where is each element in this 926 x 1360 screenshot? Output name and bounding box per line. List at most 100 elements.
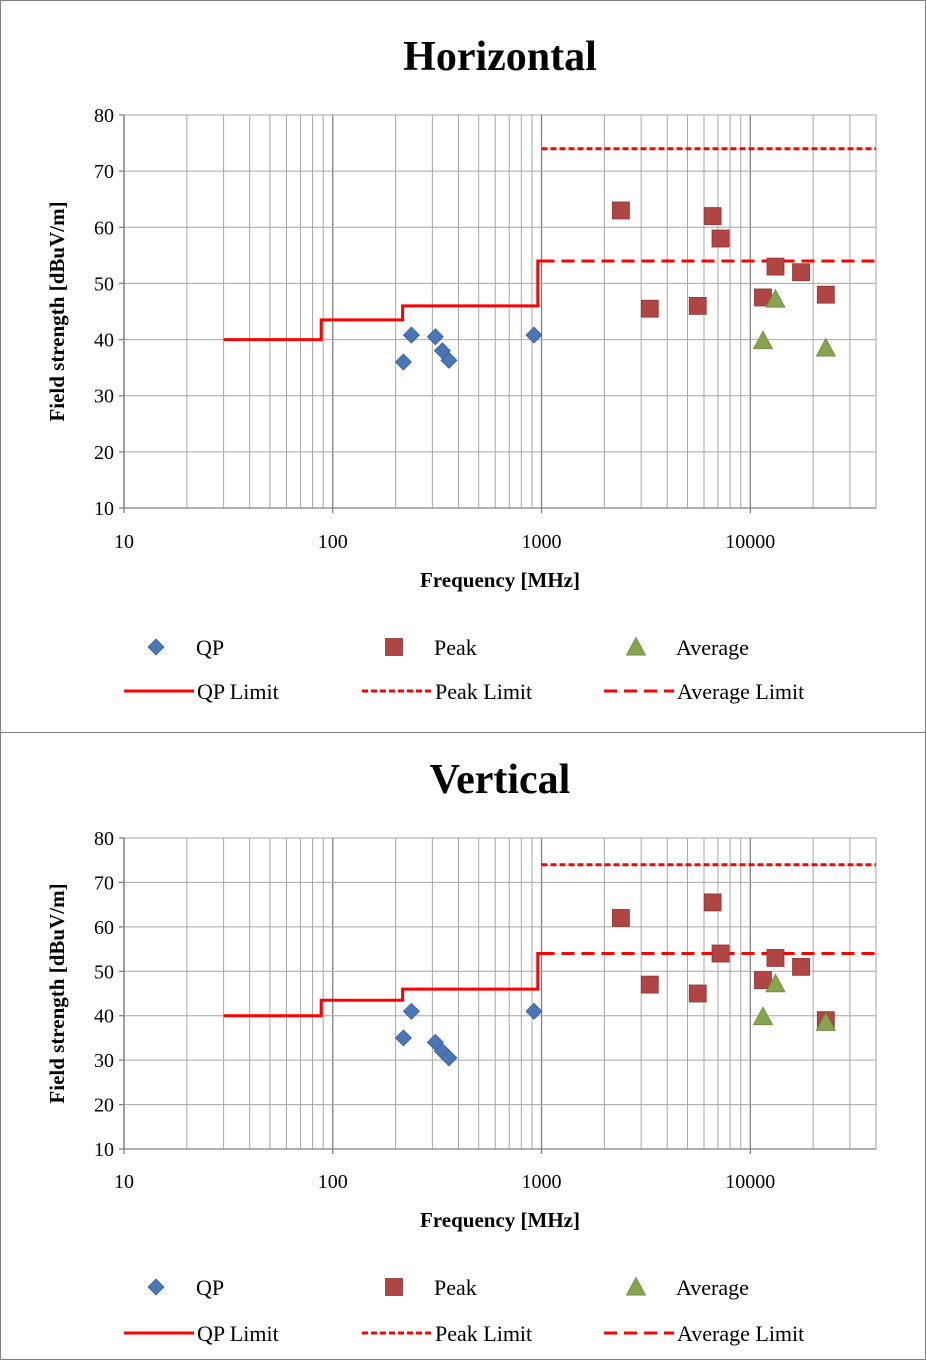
series-qp-limit <box>223 952 542 1018</box>
legend-item-qp-limit: QP Limit <box>124 1321 279 1346</box>
legend-label: Peak <box>434 635 477 660</box>
x-tick-label: 1000 <box>522 1171 562 1193</box>
peak-point <box>688 984 707 1003</box>
legend-item-average-limit: Average Limit <box>604 1321 804 1346</box>
legend-label: QP Limit <box>197 1321 279 1346</box>
x-tick-label: 1000 <box>522 531 562 553</box>
legend-label: Average <box>676 1275 749 1300</box>
legend-label: Average Limit <box>677 1321 804 1346</box>
legend: QP Peak Average QP Limit Peak Limit Average L… <box>124 635 804 704</box>
average-point <box>752 1006 774 1026</box>
series-qp <box>394 1002 543 1067</box>
legend: QP Peak Average QP Limit Peak Limit Average L… <box>124 1275 804 1346</box>
peak-point <box>688 296 707 315</box>
grid <box>123 114 877 509</box>
average-point <box>765 973 786 993</box>
qp-point <box>402 1002 420 1020</box>
grid <box>123 837 877 1150</box>
qp-limit-line <box>223 952 542 1018</box>
y-tick-label: 70 <box>94 872 114 894</box>
average-point <box>815 337 836 357</box>
peak-point <box>816 285 835 304</box>
peak-point <box>766 257 785 276</box>
chart-vertical: Vertical 10 20 30 40 50 60 70 80 10 100 1000 10000 Fr… <box>45 757 877 1346</box>
legend-item-average: Average <box>625 1275 749 1300</box>
series-peak <box>612 893 835 1030</box>
qp-point <box>440 351 458 369</box>
peak-point <box>640 299 659 318</box>
average-point <box>752 330 774 350</box>
peak-point <box>792 957 810 976</box>
y-tick-label: 40 <box>94 1006 114 1028</box>
y-tick-label: 10 <box>94 1139 114 1161</box>
y-axis-label: Field strength [dBuV/m] <box>45 201 69 421</box>
y-tick-label: 70 <box>94 161 114 183</box>
series-average <box>752 973 836 1031</box>
peak-point <box>754 971 772 990</box>
qp-point <box>402 326 420 344</box>
peak-point <box>766 949 785 967</box>
frame-horizontal-chart <box>0 0 926 733</box>
y-tick-label: 40 <box>94 330 114 352</box>
legend-label: Peak <box>434 1275 477 1300</box>
qp-limit-line <box>223 259 542 342</box>
legend-swatch-average <box>625 1276 647 1296</box>
y-tick-label: 10 <box>94 498 114 520</box>
qp-point <box>525 326 543 344</box>
peak-point <box>703 207 722 225</box>
legend-item-qp: QP <box>147 1275 224 1300</box>
average-point <box>815 1012 836 1031</box>
legend-label: Peak Limit <box>435 1321 532 1346</box>
legend-item-qp: QP <box>147 635 224 660</box>
legend-swatch-peak <box>385 638 403 656</box>
x-tick-label: 10 <box>114 1171 134 1193</box>
peak-point <box>612 201 630 220</box>
legend-label: Peak Limit <box>435 679 532 704</box>
legend-swatch-peak <box>385 1278 403 1296</box>
y-tick-label: 80 <box>94 828 114 850</box>
legend-item-peak-limit: Peak Limit <box>362 679 532 704</box>
legend-label: QP Limit <box>197 679 279 704</box>
peak-point <box>612 909 630 927</box>
y-tick-label: 50 <box>94 273 114 295</box>
x-tick-label: 100 <box>318 1171 348 1193</box>
legend-item-peak: Peak <box>385 1275 477 1300</box>
legend-label: QP <box>196 1275 224 1300</box>
y-axis-label: Field strength [dBuV/m] <box>45 883 69 1103</box>
series-qp <box>394 326 543 371</box>
frame-vertical-chart <box>0 732 926 1360</box>
x-axis-label: Frequency [MHz] <box>420 1208 580 1232</box>
x-axis-label: Frequency [MHz] <box>420 568 580 592</box>
qp-point <box>394 353 412 371</box>
chart-horizontal: Horizontal 10 20 30 40 50 60 70 80 10 100 1000 10000… <box>45 34 877 704</box>
legend-label: Average <box>676 635 749 660</box>
chart-title: Vertical <box>430 757 571 803</box>
peak-point <box>792 263 810 282</box>
series-average <box>752 288 836 357</box>
x-tick-label: 10 <box>114 531 134 553</box>
x-tick-label: 10000 <box>725 531 775 553</box>
y-tick-label: 30 <box>94 386 114 408</box>
average-point <box>765 288 786 308</box>
legend-item-average-limit: Average Limit <box>604 679 804 704</box>
x-tick-label: 10000 <box>725 1171 775 1193</box>
peak-point <box>640 975 659 994</box>
legend-item-peak: Peak <box>385 635 477 660</box>
qp-point <box>426 328 444 346</box>
y-tick-label: 60 <box>94 917 114 939</box>
peak-point <box>711 229 730 248</box>
y-tick-label: 20 <box>94 1095 114 1117</box>
peak-point <box>711 944 730 963</box>
series-peak <box>612 201 835 318</box>
series-qp-limit <box>223 259 542 342</box>
legend-label: Average Limit <box>677 679 804 704</box>
y-tick-label: 30 <box>94 1050 114 1072</box>
y-tick-label: 20 <box>94 442 114 464</box>
legend-item-average: Average <box>625 635 749 660</box>
legend-item-peak-limit: Peak Limit <box>362 1321 532 1346</box>
qp-point <box>440 1049 458 1067</box>
qp-point <box>525 1002 543 1020</box>
chart-title: Horizontal <box>403 34 597 80</box>
x-tick-label: 100 <box>318 531 348 553</box>
